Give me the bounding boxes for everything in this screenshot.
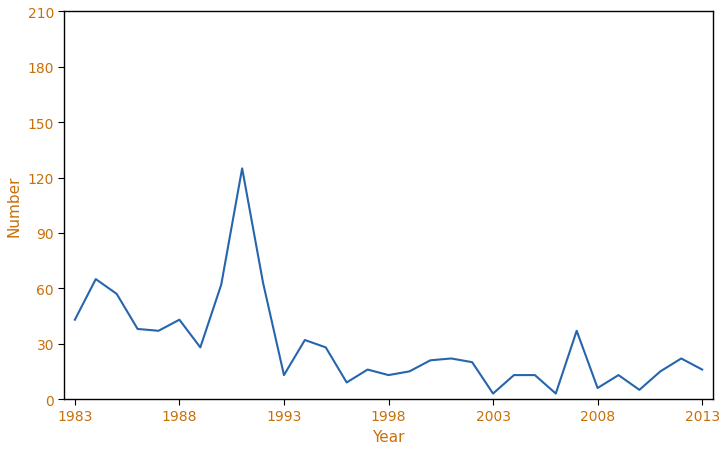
X-axis label: Year: Year [372, 429, 405, 444]
Y-axis label: Number: Number [7, 175, 22, 236]
